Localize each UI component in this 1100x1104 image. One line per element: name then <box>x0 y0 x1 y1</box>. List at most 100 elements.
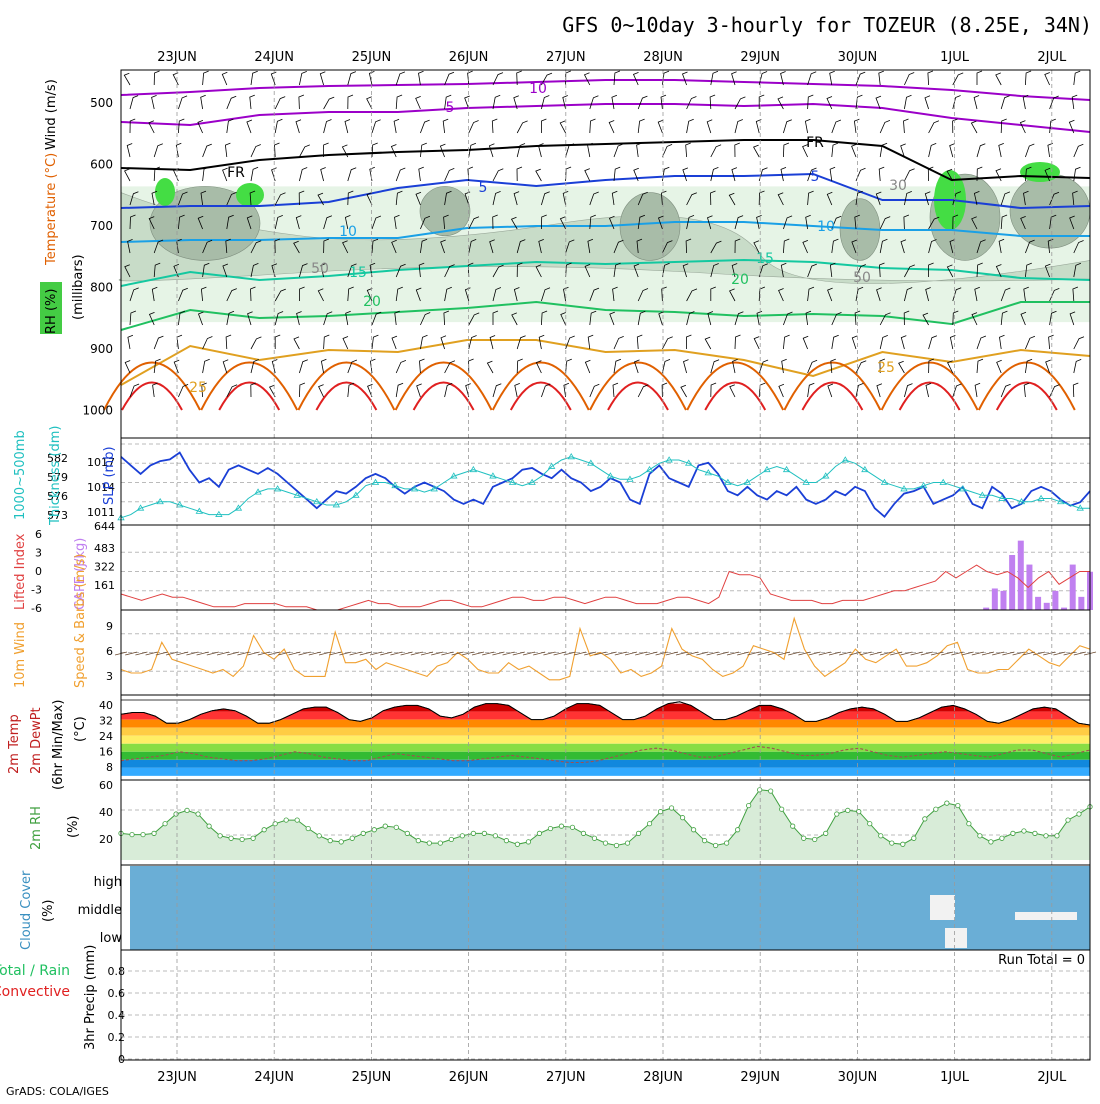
wind-barb <box>153 262 161 278</box>
wind-barb <box>728 192 736 206</box>
wind-barb <box>1000 191 1011 206</box>
date-label-bottom: 24JUN <box>254 1070 294 1085</box>
wind-barb <box>127 239 133 254</box>
wind-barb <box>320 167 326 182</box>
slp-tick: 1011 <box>87 506 115 519</box>
date-label-bottom: 26JUN <box>449 1070 489 1085</box>
wind-barb <box>734 119 743 134</box>
wind-barb-surface <box>125 651 138 656</box>
wind-barb-surface <box>512 651 525 656</box>
wind-barb-surface <box>196 651 209 656</box>
wind-barb <box>710 167 719 182</box>
wind-barb <box>946 264 954 278</box>
wind-barb <box>492 72 504 86</box>
wind-barb <box>878 166 885 182</box>
wind-barb <box>565 335 575 350</box>
wind-barb <box>976 262 983 278</box>
wind-barb <box>200 286 207 302</box>
wind-barb <box>516 120 528 134</box>
panel-border-precip <box>120 949 1091 1061</box>
wind-barb <box>758 94 765 109</box>
wind-barb <box>662 144 673 158</box>
wind-barb <box>976 239 986 254</box>
temp-unit-label: (°C) <box>73 716 88 742</box>
wind-barb <box>637 310 646 326</box>
wind-barb <box>563 286 569 302</box>
wind-barb <box>323 334 330 350</box>
wind-barb <box>468 216 480 230</box>
wind-barb <box>783 119 792 134</box>
wind-barb <box>686 215 695 230</box>
wind-barb <box>250 382 256 398</box>
wind-barb <box>538 334 545 350</box>
wind-barb <box>976 358 984 374</box>
rh-point <box>889 840 895 846</box>
contour-label: 10 <box>817 219 835 235</box>
wind-barb <box>682 263 689 278</box>
wind-barb-surface <box>1032 651 1046 656</box>
date-label-bottom: 30JUN <box>838 1070 878 1085</box>
thickness-point <box>1056 497 1065 505</box>
thickness-point <box>822 472 830 479</box>
wind-barb <box>854 214 860 230</box>
wind-barb <box>662 359 671 374</box>
wind-barb-surface <box>818 651 831 656</box>
wind-barb <box>707 311 714 326</box>
wind-barb <box>855 94 863 110</box>
wind-barb-surface <box>247 651 260 656</box>
wind-barb-surface <box>757 651 770 656</box>
rh-point <box>955 802 961 809</box>
wind-barb <box>662 336 673 350</box>
wind-barb <box>541 310 548 326</box>
wind-barb <box>415 96 421 110</box>
wind-barb <box>995 264 1002 278</box>
wind-barb <box>492 214 498 230</box>
wind-barb <box>1047 142 1054 158</box>
rh-point <box>536 830 543 836</box>
cape-bar <box>1035 596 1042 610</box>
wind-barb-surface <box>726 651 740 656</box>
wind-barb <box>293 240 300 254</box>
wind-barb <box>129 191 139 206</box>
slp-tick: 1017 <box>87 456 115 469</box>
rh-point <box>195 811 201 817</box>
wind-barb <box>394 310 400 326</box>
wind-barb-surface <box>227 651 240 656</box>
wind-barb-surface <box>186 651 199 656</box>
wind-barb <box>807 167 817 182</box>
rh-point <box>779 806 785 812</box>
wind-barb <box>998 238 1005 254</box>
wind-barb <box>124 264 131 278</box>
slp-tick: 1014 <box>87 481 115 494</box>
rh-area <box>121 789 1090 860</box>
wind-barb <box>1049 214 1057 230</box>
lifted-index-axis-label: Lifted Index <box>13 533 28 610</box>
wind-barb <box>492 310 499 325</box>
temp-color-band <box>121 743 1090 752</box>
wind-barb <box>420 142 427 158</box>
wind-barb-surface <box>645 651 658 656</box>
wind-barb-surface <box>584 651 597 656</box>
wind-barb <box>178 287 188 302</box>
wind-barb <box>416 383 422 398</box>
wind-barb <box>197 311 204 326</box>
wind-barb <box>1073 336 1085 350</box>
rh-point <box>724 840 730 846</box>
wind-barb <box>1023 286 1029 302</box>
wind-barb <box>1025 239 1035 254</box>
wind-barb <box>535 264 542 278</box>
cape-bar <box>983 607 990 610</box>
wind-barb <box>395 263 406 278</box>
wind-barb <box>831 238 839 254</box>
wind-barb <box>299 286 305 302</box>
wind-barb <box>927 166 934 182</box>
wind-barb <box>802 144 808 158</box>
wind-barb-surface <box>920 651 933 656</box>
wind-barb-surface <box>1022 651 1035 656</box>
wind-barb-surface <box>737 651 750 656</box>
wind-barb <box>758 71 768 86</box>
wind-barb <box>855 286 864 302</box>
wind-barb <box>347 167 357 182</box>
cloud-axis-label: Cloud Cover <box>19 870 34 950</box>
wind-barb <box>347 286 354 302</box>
